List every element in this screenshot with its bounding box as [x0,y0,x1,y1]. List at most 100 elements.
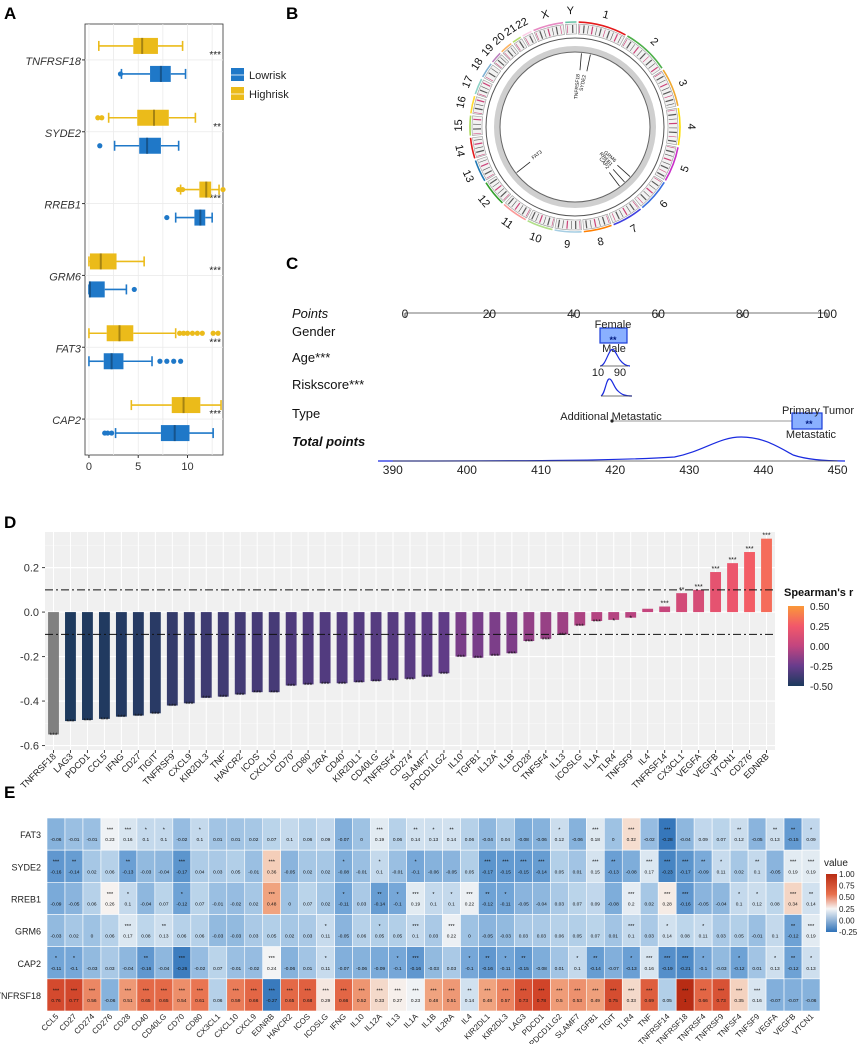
heatmap-cell [298,978,317,1012]
cell-value: -0.1 [411,869,420,875]
chromosome-label: 18 [469,56,486,73]
bar [166,612,178,706]
cell-value: -0.13 [626,966,637,972]
chromosome-band [525,209,531,217]
heatmap-cell [388,946,407,980]
chromosome-label: 17 [460,74,476,90]
heatmap-cell [136,849,156,883]
cell-significance: *** [89,988,96,994]
column-label: IL1A [402,1012,420,1030]
heatmap-cell [478,946,497,980]
chromosome-color-arc [481,63,492,78]
heatmap-cell [64,882,84,915]
heatmap-cell [550,882,569,915]
heatmap-cell [765,914,785,947]
chromosome-band [535,32,540,41]
heatmap-cell [190,817,210,851]
chromosome-band [668,113,677,116]
chromosome-color-arc [662,69,679,106]
cell-value: 0.14 [465,998,475,1004]
heatmap-cell [621,817,641,851]
heatmap-cell [550,849,569,883]
nomogram-row-label: Type [292,406,320,421]
bar [489,612,501,656]
heatmap-cell [172,882,192,915]
heatmap-cell [172,817,192,851]
cell-value: 0.29 [321,998,331,1004]
cell-value: -0.08 [626,869,637,875]
cell-value: 0.03 [645,934,655,940]
cell-significance: * [738,892,741,898]
chromosome-band [489,178,498,185]
cell-significance: *** [430,988,437,994]
cell-value: -0.26 [176,966,187,972]
heatmap-cell [406,978,425,1012]
cell-value: 0.07 [159,901,169,907]
chromosome-band [622,39,628,47]
heatmap-cell [136,978,156,1012]
cell-value: 0.13 [159,934,169,940]
heatmap-cell [657,882,677,915]
heatmap-cell [388,914,407,947]
cell-value: 0.19 [806,934,816,940]
cell-value: -0.12 [788,966,799,972]
chromosome-band [622,207,628,216]
bar [438,612,450,674]
points-tick-label: 100 [817,307,837,321]
cell-value: 0.16 [752,998,762,1004]
cell-value: 0.05 [393,934,403,940]
cell-value: 0.11 [321,966,330,972]
significance-label: ** [213,122,221,133]
cell-value: 0.69 [645,998,655,1004]
heatmap-cell [801,882,821,915]
cell-value: 0.34 [788,901,798,907]
cell-significance: *** [179,956,186,962]
heatmap-cell [460,817,479,851]
x-tick-label: 5 [135,461,141,473]
heatmap-cell [586,978,605,1012]
heatmap-cell [370,849,389,883]
cell-significance: * [396,892,399,898]
chromosome-label: 9 [564,239,571,251]
cell-value: 0.03 [537,934,547,940]
cell-significance: *** [790,892,797,898]
cell-value: 0.01 [213,837,223,843]
heatmap-cell [370,978,389,1012]
cell-value: -0.04 [536,901,547,907]
heatmap-cell [352,914,371,947]
type-box [791,412,823,430]
heatmap-cell [334,882,353,915]
chromosome-color-arc [677,107,681,146]
bar-significance: *** [728,557,736,564]
cell-value: 0.1 [448,901,455,907]
panel-label-c: C [286,254,298,273]
chromosome-band [589,219,592,228]
cell-significance: ** [449,828,454,834]
chromosome-label: 14 [452,144,466,158]
cell-value: -0.04 [680,837,691,843]
bar [82,612,93,720]
cell-significance: *** [574,988,581,994]
cell-significance: ** [791,828,796,834]
heatmap-cell [190,978,210,1012]
bar [625,612,637,618]
chromosome-label: 15 [453,119,465,131]
column-label: TIGIT [597,1012,618,1033]
heatmap-cell [370,817,389,851]
cell-significance: *** [251,988,258,994]
heatmap-cell [208,849,228,883]
heatmap-cell [532,978,551,1012]
gene-label: SYDE2 [579,74,588,92]
bar [455,612,467,657]
cell-value: 0.08 [681,934,691,940]
bar-significance: *** [219,695,227,702]
cell-significance: * [702,956,705,962]
bar [336,612,348,684]
bar-significance: *** [457,655,465,662]
gene-label: TNFRSF18 [25,56,82,68]
legend-tick-label: 0.75 [839,882,855,891]
bar [251,612,263,693]
cell-value: 0.22 [447,934,457,940]
chromosome-band [482,166,491,171]
column-label: IL2RA [434,1012,457,1035]
